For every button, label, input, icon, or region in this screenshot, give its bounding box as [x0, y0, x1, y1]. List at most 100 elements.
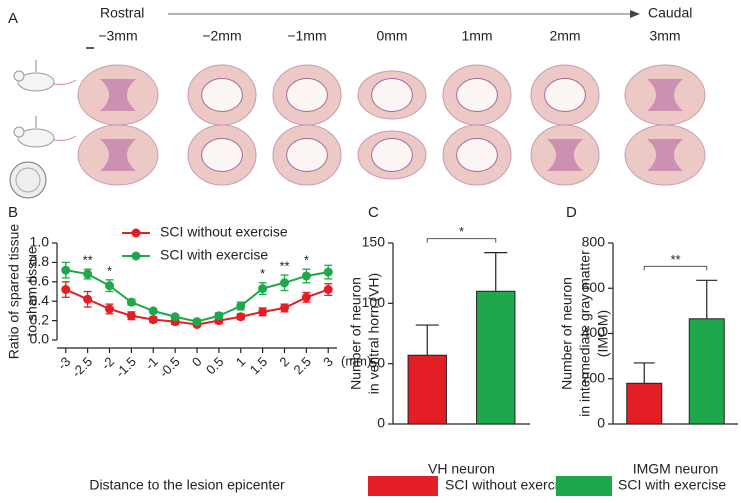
mouse-icon — [9, 60, 77, 199]
x-axis-label: VH neuron — [428, 461, 495, 477]
position-label: −1mm — [287, 28, 326, 44]
y-tick-label: 0.4 — [30, 292, 50, 308]
y-tick-label: 150 — [362, 234, 386, 250]
legend-label: SCI without exercise — [160, 224, 288, 240]
data-point — [236, 301, 246, 311]
x-tick-label: 0 — [189, 354, 205, 370]
legend-swatch — [368, 476, 438, 496]
legend-swatch — [556, 476, 612, 496]
data-point — [170, 312, 180, 322]
data-point — [280, 278, 289, 288]
y-axis-label: to sham tissue — [24, 246, 40, 336]
significance-mark: * — [260, 266, 265, 281]
data-point — [126, 297, 136, 307]
x-tick-label: 2.5 — [291, 354, 314, 377]
position-label: 2mm — [549, 28, 580, 44]
y-tick-label: 0.6 — [30, 273, 50, 289]
lesion-cavity — [286, 138, 328, 172]
bar — [626, 382, 663, 425]
panel-a: A Rostral Caudal — [8, 5, 706, 199]
y-tick-label: 0 — [377, 415, 385, 431]
significance-mark: ** — [670, 252, 680, 267]
series-line — [65, 269, 329, 323]
caudal-label: Caudal — [648, 5, 692, 21]
data-point — [301, 292, 311, 302]
x-tick-label: 0.5 — [203, 354, 226, 377]
position-label: 0mm — [376, 28, 407, 44]
data-point — [258, 307, 268, 317]
data-point — [105, 281, 114, 291]
significance-bracket — [643, 265, 708, 271]
gray-matter — [100, 139, 136, 171]
y-tick-label: 50 — [369, 354, 385, 370]
gray-matter — [647, 79, 683, 111]
panel-label: C — [368, 204, 379, 221]
lesion-cavity — [456, 138, 498, 172]
bar — [476, 290, 516, 425]
x-tick-label: 1.5 — [247, 354, 270, 377]
y-axis-label: Number of neuron — [559, 277, 575, 390]
y-tick-label: 0.8 — [30, 253, 50, 269]
legend-label: SCI without exercise — [445, 477, 573, 493]
y-axis-label: in ventral horn (VH) — [366, 273, 382, 394]
y-axis-label: in intermediate gray matter — [577, 250, 593, 417]
data-point — [83, 269, 93, 279]
significance-mark: * — [107, 263, 112, 278]
tissue-images — [77, 64, 706, 186]
y-axis-label: Number of neuron — [348, 277, 364, 390]
legend-marker — [131, 228, 141, 238]
position-label: 3mm — [649, 28, 680, 44]
data-point — [105, 304, 114, 314]
x-tick-label: -1.5 — [112, 354, 138, 380]
position-label: −2mm — [202, 28, 241, 44]
y-tick-label: 100 — [362, 294, 386, 310]
lesion-cavity — [286, 78, 328, 112]
lesion-cavity — [544, 78, 586, 112]
data-point — [236, 312, 246, 322]
data-point — [148, 315, 158, 325]
significance-mark: * — [459, 224, 464, 239]
y-tick-label: 800 — [582, 234, 606, 250]
y-tick-label: 0.2 — [30, 311, 50, 327]
y-tick-label: 400 — [582, 324, 606, 340]
y-tick-label: 600 — [582, 279, 606, 295]
x-tick-label: -0.5 — [156, 354, 182, 380]
legend-marker — [131, 251, 141, 261]
bar — [688, 318, 725, 425]
legend-label: SCI with exercise — [160, 247, 268, 263]
y-tick-label: 0.0 — [30, 331, 50, 347]
y-tick-label: 1.0 — [30, 234, 50, 250]
data-point — [192, 317, 202, 327]
bar — [407, 354, 447, 425]
data-point — [83, 294, 93, 304]
x-tick-label: 3 — [320, 354, 336, 370]
x-axis-label: IMGM neuron — [633, 461, 719, 477]
lesion-cavity — [371, 78, 413, 112]
data-point — [61, 265, 71, 275]
data-point — [301, 271, 311, 281]
data-point — [126, 311, 136, 321]
position-label: 1mm — [461, 28, 492, 44]
y-tick-label: 200 — [582, 369, 606, 385]
data-point — [280, 303, 289, 313]
lesion-cavity — [201, 138, 243, 172]
y-axis-label: Ratio of spared tissue — [6, 224, 22, 360]
panel-label: B — [8, 204, 18, 221]
significance-mark: ** — [279, 258, 289, 273]
data-point — [323, 267, 333, 277]
lesion-cavity — [456, 78, 498, 112]
gray-matter — [100, 79, 136, 111]
significance-mark: * — [304, 253, 309, 268]
x-unit: (mm) — [341, 353, 371, 368]
lesion-cavity — [201, 78, 243, 112]
y-axis-label: (IMGM) — [595, 310, 611, 357]
rostral-label: Rostral — [100, 5, 144, 21]
x-tick-label: 2 — [276, 354, 292, 370]
significance-mark: ** — [83, 253, 93, 268]
lesion-cavity — [371, 138, 413, 172]
data-point — [148, 306, 158, 316]
data-point — [323, 285, 333, 295]
data-point — [214, 311, 224, 321]
significance-bracket — [426, 238, 497, 243]
